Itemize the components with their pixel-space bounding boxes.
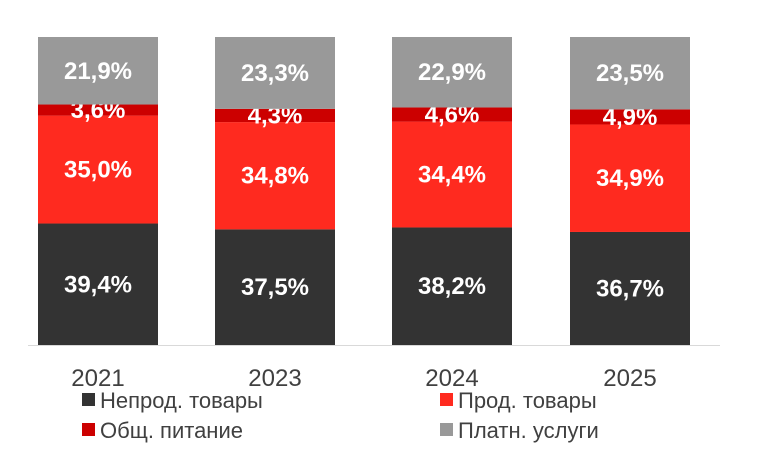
data-label: 23,5% <box>596 60 664 87</box>
bar-segment <box>392 227 512 345</box>
legend-swatch <box>82 393 95 406</box>
data-label: 37,5% <box>241 274 309 301</box>
bar-segment <box>38 104 158 116</box>
data-label: 39,4% <box>64 271 132 298</box>
data-label: 36,7% <box>596 275 664 302</box>
bar-segment <box>215 122 335 230</box>
legend-label: Платн. услуги <box>458 418 599 443</box>
data-label: 21,9% <box>64 58 132 85</box>
legend-label: Прод. товары <box>458 388 597 413</box>
data-label: 35,0% <box>64 157 132 184</box>
bar-segment <box>215 108 335 123</box>
x-tick-label: 2025 <box>603 365 656 392</box>
legend-swatch <box>440 393 453 406</box>
data-label: 34,9% <box>596 165 664 192</box>
bar-segment <box>392 37 512 108</box>
x-tick-label: 2024 <box>425 365 478 392</box>
bar-segment <box>392 121 512 228</box>
bar-segment <box>38 223 158 345</box>
bar-segment <box>570 37 690 110</box>
bar-segment <box>38 37 158 105</box>
legend-swatch <box>440 423 453 436</box>
bar-segment <box>215 37 335 109</box>
data-label: 23,3% <box>241 60 309 87</box>
bar-segment <box>570 109 690 125</box>
bar-segment <box>570 231 690 345</box>
x-tick-label: 2021 <box>71 365 124 392</box>
legend-label: Непрод. товары <box>100 388 263 413</box>
legend-label: Общ. питание <box>100 418 243 443</box>
data-label: 38,2% <box>418 273 486 300</box>
data-label: 34,8% <box>241 163 309 190</box>
legend-swatch <box>82 423 95 436</box>
x-tick-label: 2023 <box>248 365 301 392</box>
bar-segment <box>570 124 690 232</box>
bar-segment <box>392 107 512 122</box>
bar-segment <box>38 115 158 224</box>
data-label: 34,4% <box>418 162 486 189</box>
bar-segment <box>215 229 335 345</box>
data-label: 22,9% <box>418 59 486 86</box>
